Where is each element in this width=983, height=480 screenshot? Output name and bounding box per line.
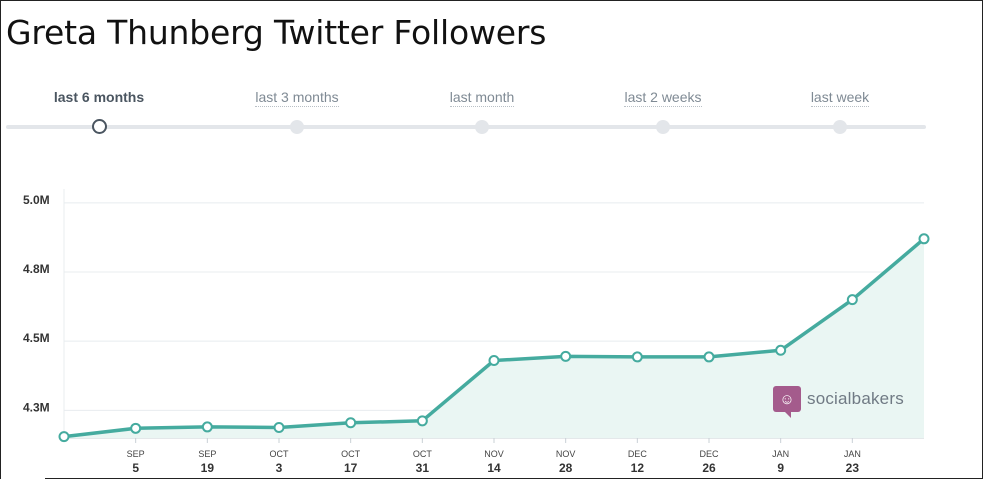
- x-tick-month: SEP: [198, 449, 216, 459]
- data-point: [846, 294, 858, 306]
- x-tick-day: 31: [416, 461, 430, 475]
- data-point: [58, 431, 70, 443]
- x-tick-day: 5: [132, 461, 139, 475]
- y-tick-label: 4.3M: [23, 400, 50, 414]
- data-point: [416, 415, 428, 427]
- x-tick-month: JAN: [772, 449, 789, 459]
- x-tick-month: NOV: [484, 449, 504, 459]
- data-point: [345, 417, 357, 429]
- data-point: [703, 351, 715, 363]
- x-tick-day: 26: [702, 461, 716, 475]
- x-tick-day: 12: [631, 461, 645, 475]
- y-tick-label: 5.0M: [23, 193, 50, 207]
- data-point: [560, 350, 572, 362]
- brand-logo: ☺ socialbakers: [773, 386, 904, 418]
- series-area: [64, 238, 924, 438]
- x-tick-day: 19: [201, 461, 215, 475]
- x-tick-month: SEP: [127, 449, 145, 459]
- range-option-label: last 2 weeks: [624, 89, 702, 107]
- data-point: [130, 422, 142, 434]
- y-tick-label: 4.8M: [23, 262, 50, 276]
- data-point: [273, 421, 285, 433]
- range-slider-stop[interactable]: [656, 120, 670, 134]
- range-option-4[interactable]: last week: [760, 89, 920, 107]
- range-slider-handle[interactable]: [91, 119, 107, 134]
- range-slider-stop[interactable]: [290, 120, 304, 134]
- range-option-1[interactable]: last 3 months: [217, 89, 377, 107]
- corner-mask: [1, 463, 45, 480]
- range-option-label: last 3 months: [255, 89, 339, 107]
- x-tick-day: 17: [344, 461, 358, 475]
- socialbakers-logo-icon: ☺: [773, 386, 801, 418]
- range-option-0[interactable]: last 6 months: [19, 89, 179, 107]
- x-tick-month: OCT: [270, 449, 290, 459]
- range-option-label: last month: [449, 89, 515, 107]
- x-tick-month: OCT: [413, 449, 433, 459]
- x-tick-month: NOV: [556, 449, 576, 459]
- x-tick-month: DEC: [699, 449, 719, 459]
- x-tick-day: 3: [276, 461, 283, 475]
- data-point: [918, 233, 930, 245]
- x-tick-day: 28: [559, 461, 573, 475]
- range-option-2[interactable]: last month: [402, 89, 562, 107]
- y-tick-label: 4.5M: [23, 331, 50, 345]
- page-title: Greta Thunberg Twitter Followers: [6, 13, 547, 52]
- range-slider-stop[interactable]: [475, 120, 489, 134]
- range-slider-track[interactable]: [6, 125, 926, 129]
- x-tick-day: 9: [777, 461, 784, 475]
- data-point: [775, 344, 787, 356]
- range-option-3[interactable]: last 2 weeks: [583, 89, 743, 107]
- data-point: [201, 421, 213, 433]
- data-point: [488, 355, 500, 367]
- brand-name: socialbakers: [807, 389, 904, 408]
- range-slider-stop[interactable]: [833, 120, 847, 134]
- range-option-label: last 6 months: [53, 89, 145, 105]
- x-tick-day: 23: [846, 461, 860, 475]
- x-tick-day: 14: [487, 461, 501, 475]
- range-option-label: last week: [810, 89, 870, 107]
- x-tick-month: OCT: [341, 449, 361, 459]
- x-tick-month: JAN: [844, 449, 861, 459]
- x-tick-month: DEC: [628, 449, 648, 459]
- data-point: [631, 351, 643, 363]
